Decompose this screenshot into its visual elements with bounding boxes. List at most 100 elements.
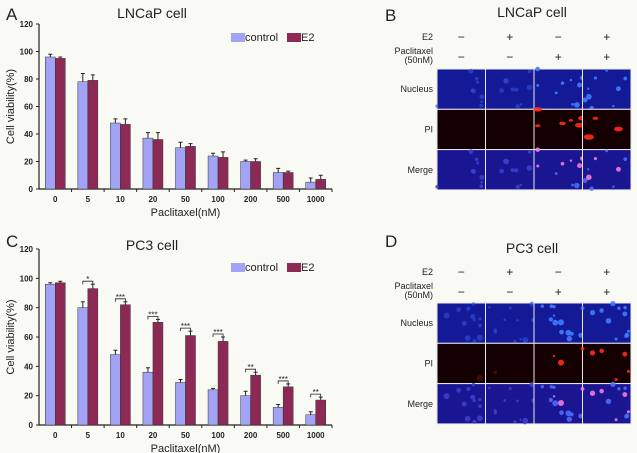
micrograph-background (533, 149, 583, 191)
significance-bracket (147, 316, 159, 320)
significance-marker: *** (278, 375, 287, 384)
bar-control (305, 181, 316, 190)
cell-nucleus (549, 304, 554, 309)
cell-nucleus (616, 166, 621, 172)
cell-nucleus (499, 168, 504, 174)
cell-nucleus (623, 305, 627, 310)
y-tick-label: 80 (24, 304, 33, 313)
cell-nucleus (605, 149, 609, 153)
cell-nucleus (565, 329, 572, 336)
cell-nucleus (605, 398, 612, 405)
condition-label-concentration: (50nM) (404, 290, 433, 300)
bar-control (142, 137, 154, 190)
cell-nucleus (566, 416, 573, 422)
cell-nucleus (624, 414, 628, 419)
significance-marker: ** (313, 388, 319, 397)
bar-control (110, 122, 121, 190)
cell-nucleus (559, 410, 564, 416)
y-tick-label: 40 (24, 362, 33, 371)
bar-e2 (120, 124, 131, 190)
cell-nucleus (471, 382, 476, 387)
cell-nucleus (476, 415, 483, 422)
bar-e2 (282, 386, 294, 426)
micrograph-pi-2 (485, 108, 535, 151)
cell-nucleus (571, 183, 574, 187)
micrograph-nucleus-4 (582, 68, 632, 111)
micrograph-nucleus-4 (580, 300, 632, 344)
cell-nucleus (503, 159, 508, 163)
cell-nucleus (480, 100, 484, 103)
bar-control (142, 371, 154, 426)
x-tick-label: 50 (181, 431, 190, 440)
y-tick-label: 120 (20, 245, 34, 254)
micrograph-background (533, 108, 583, 151)
micrograph-pi-3 (533, 107, 587, 151)
cell-nucleus (488, 306, 491, 309)
bar-e2 (217, 341, 229, 426)
micrograph-nucleus-1 (436, 302, 486, 344)
x-tick-label: 500 (276, 195, 290, 204)
micrograph-nucleus-2 (485, 301, 537, 344)
bar-e2 (250, 161, 261, 190)
x-axis-label: Paclitaxel(nM) (151, 443, 221, 453)
cell-nucleus (552, 314, 556, 317)
cell-nucleus (610, 300, 616, 307)
cell-nucleus (575, 122, 585, 128)
x-tick-label: 20 (148, 195, 157, 204)
condition-label-paclitaxel: Paclitaxel (394, 46, 433, 56)
micrograph-pi-4 (580, 342, 632, 385)
cell-nucleus (559, 121, 566, 126)
micrograph-pi-3 (533, 342, 583, 385)
cell-nucleus (614, 126, 623, 132)
cell-nucleus (480, 180, 484, 184)
panel-title: LNCaP cell (497, 4, 567, 20)
cell-nucleus (587, 87, 590, 90)
cell-nucleus (464, 335, 471, 342)
micrograph-background (582, 302, 632, 344)
x-tick-label: 1000 (307, 431, 325, 440)
cell-nucleus (589, 390, 596, 396)
x-tick-label: 0 (53, 431, 58, 440)
cell-nucleus (515, 104, 520, 109)
cell-nucleus (626, 329, 630, 333)
legend-label-e2: E2 (301, 32, 314, 44)
cell-nucleus (548, 317, 553, 322)
cell-nucleus (533, 107, 542, 112)
micrograph-merge-1 (436, 382, 486, 425)
condition-label-paclitaxel: Paclitaxel (394, 281, 433, 291)
cell-nucleus (472, 419, 477, 424)
y-tick-label: 60 (24, 333, 33, 342)
significance-bracket (310, 393, 322, 398)
cell-nucleus (456, 307, 462, 313)
bar-e2 (152, 139, 164, 190)
chart-title: LNCaP cell (117, 5, 187, 21)
cell-nucleus (599, 388, 604, 394)
micrograph-nucleus-2 (485, 68, 535, 110)
cell-nucleus (577, 163, 583, 169)
bar-control (272, 407, 284, 426)
cell-nucleus (514, 87, 519, 92)
bar-e2 (87, 80, 99, 190)
bar-control (240, 395, 251, 426)
cell-nucleus (476, 80, 480, 84)
bar-control (272, 172, 284, 190)
cell-nucleus (568, 119, 574, 122)
y-tick-label: 20 (24, 158, 33, 167)
bar-e2 (282, 172, 294, 190)
legend: control E2 (231, 262, 314, 274)
micrograph-background (485, 342, 535, 385)
cell-nucleus (461, 401, 467, 407)
cell-nucleus (499, 88, 504, 93)
bar-e2 (120, 304, 131, 426)
panel-label: C (6, 232, 18, 251)
x-tick-label: 500 (276, 431, 290, 440)
significance-marker: ** (247, 363, 253, 372)
cell-nucleus (535, 124, 541, 128)
micrograph-nucleus-1 (435, 68, 486, 110)
cell-nucleus (488, 386, 491, 390)
y-axis-label: Cell viability(%) (5, 69, 17, 144)
e2-sign: − (555, 30, 562, 44)
y-axis-label: Cell viability(%) (5, 299, 17, 374)
bar-e2 (315, 399, 326, 426)
